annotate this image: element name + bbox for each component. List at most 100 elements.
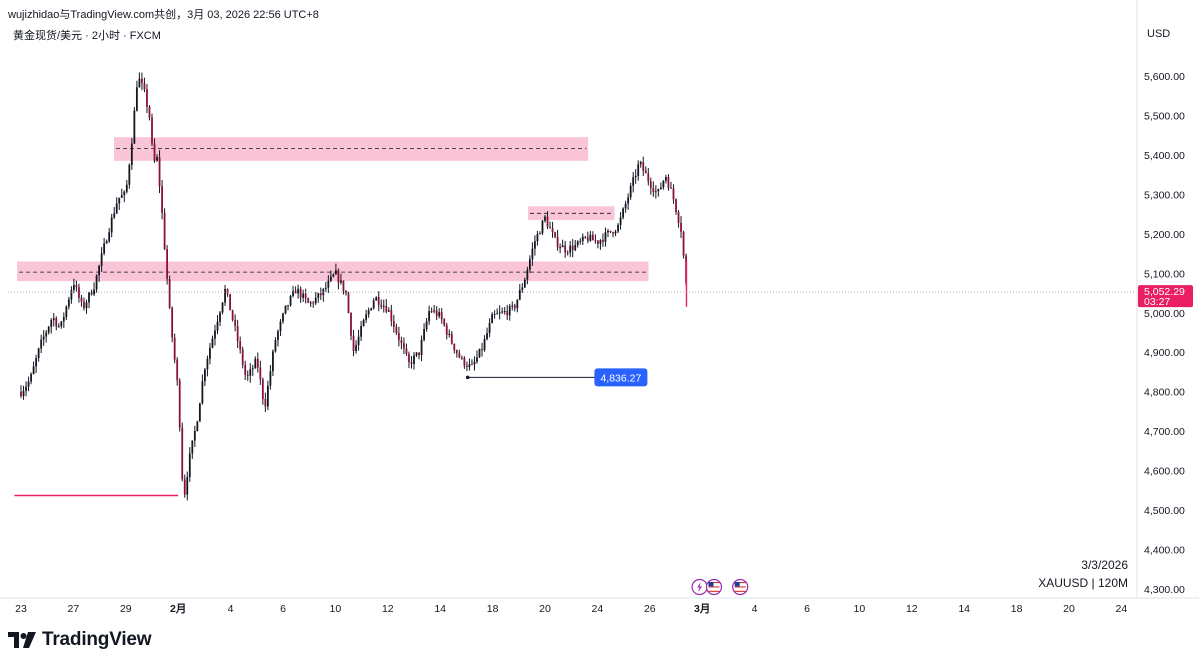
candle-up — [287, 305, 289, 307]
candle-down — [584, 236, 587, 238]
candle-up — [604, 232, 607, 242]
candle-down — [586, 237, 589, 241]
candle-up — [249, 369, 252, 376]
lightning-event-icon[interactable] — [691, 578, 708, 596]
tradingview-logo-icon — [8, 632, 36, 648]
candle-up — [468, 364, 471, 368]
candle-down — [377, 297, 380, 305]
level-tag[interactable] — [594, 368, 648, 387]
candle-down — [143, 83, 146, 90]
y-tick-label: 4,600.00 — [1144, 466, 1185, 478]
candle-up — [254, 358, 257, 369]
candle-up — [214, 330, 216, 339]
y-tick-label: 5,000.00 — [1144, 308, 1185, 320]
levels-layer: 4,836.27 — [8, 291, 1136, 497]
candle-down — [642, 162, 645, 171]
candle-down — [481, 348, 483, 351]
candle-up — [523, 279, 526, 288]
candle-down — [418, 352, 420, 356]
candle-down — [345, 291, 347, 294]
x-tick-label: 6 — [804, 603, 810, 615]
y-tick-label: 4,500.00 — [1144, 505, 1185, 517]
tradingview-brand[interactable]: TradingView — [8, 628, 152, 652]
x-tick-label: 12 — [906, 603, 918, 615]
candle-up — [534, 241, 536, 249]
candle-up — [483, 339, 486, 351]
candle-up — [327, 280, 330, 288]
candle-up — [340, 280, 342, 283]
candle-up — [88, 292, 90, 303]
candle-up — [639, 162, 642, 165]
candle-up — [665, 177, 667, 181]
candle-up — [186, 477, 189, 495]
candle-up — [375, 297, 378, 301]
symbol-legend[interactable]: 黄金现货/美元 · 2小时 · FXCM — [13, 30, 161, 42]
candle-up — [42, 336, 45, 340]
candle-down — [466, 365, 468, 368]
candle-up — [654, 191, 657, 193]
candle-down — [244, 364, 247, 375]
candle-down — [148, 106, 151, 118]
us-flag-event-icon[interactable] — [705, 578, 723, 596]
y-tick-label: 4,300.00 — [1144, 584, 1185, 596]
currency-label[interactable]: USD — [1147, 28, 1171, 40]
resistance-zone[interactable] — [527, 206, 615, 221]
y-tick-label: 5,200.00 — [1144, 229, 1185, 241]
candle-up — [50, 320, 53, 327]
candle-down — [163, 212, 166, 250]
candle-up — [360, 326, 362, 337]
candle-up — [614, 231, 617, 234]
candle-up — [73, 285, 75, 290]
candle-up — [135, 87, 138, 111]
candle-up — [221, 302, 224, 313]
candle-up — [274, 340, 277, 352]
candle-up — [40, 339, 43, 349]
last-price-tag[interactable] — [1138, 285, 1193, 308]
events-layer[interactable] — [691, 578, 749, 596]
candle-up — [589, 234, 592, 241]
candle-up — [496, 313, 499, 315]
us-flag-event-icon[interactable] — [732, 578, 749, 596]
x-tick-label: 10 — [330, 603, 342, 615]
candle-up — [420, 339, 423, 356]
candle-up — [297, 288, 300, 294]
candle-down — [612, 232, 614, 234]
candle-up — [98, 265, 100, 276]
candle-up — [476, 357, 478, 362]
candle-down — [151, 117, 153, 144]
candle-down — [78, 287, 80, 298]
candle-down — [672, 188, 675, 200]
candle-up — [536, 233, 539, 242]
candle-down — [153, 143, 156, 161]
y-tick-label: 5,300.00 — [1144, 189, 1185, 201]
candle-down — [307, 298, 310, 303]
candle-down — [549, 226, 551, 229]
candle-up — [544, 216, 546, 221]
watermark-ticker: XAUUSD | 120M — [1038, 576, 1128, 590]
candle-up — [526, 269, 529, 280]
candle-up — [617, 224, 619, 232]
candle-down — [450, 333, 453, 344]
candle-down — [682, 231, 685, 256]
candle-up — [105, 241, 108, 244]
candle-down — [146, 89, 148, 107]
candle-down — [20, 391, 22, 397]
resistance-zone[interactable] — [17, 261, 649, 282]
candle-down — [294, 290, 297, 294]
candle-up — [120, 195, 123, 198]
candle-up — [634, 176, 637, 178]
candle-down — [602, 240, 604, 242]
resistance-zone[interactable] — [114, 137, 589, 161]
candle-down — [236, 325, 239, 342]
candle-down — [385, 306, 388, 312]
candle-up — [282, 313, 284, 322]
candle-down — [546, 216, 549, 227]
candle-up — [659, 187, 662, 189]
candle-down — [403, 343, 405, 349]
y-tick-label: 4,700.00 — [1144, 426, 1185, 438]
candle-up — [37, 348, 40, 359]
candle-down — [226, 288, 229, 294]
candle-up — [478, 348, 481, 358]
candle-up — [198, 403, 201, 422]
